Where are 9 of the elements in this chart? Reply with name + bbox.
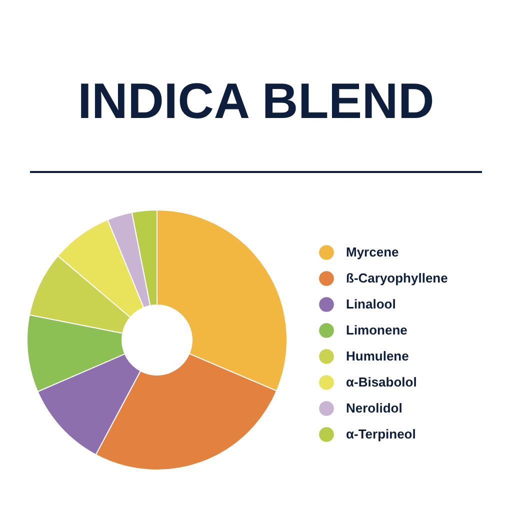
legend-label: Linalool (346, 296, 396, 312)
legend-label: ß-Caryophyllene (346, 270, 448, 286)
legend-label: Humulene (346, 348, 409, 364)
legend-label: Myrcene (346, 244, 399, 260)
legend-label: Nerolidol (346, 400, 402, 416)
legend-label: α-Terpineol (346, 426, 416, 442)
chart-title: INDICA BLEND (76, 72, 436, 130)
legend-label: α-Bisabolol (346, 374, 417, 390)
legend-label: Limonene (346, 322, 408, 338)
